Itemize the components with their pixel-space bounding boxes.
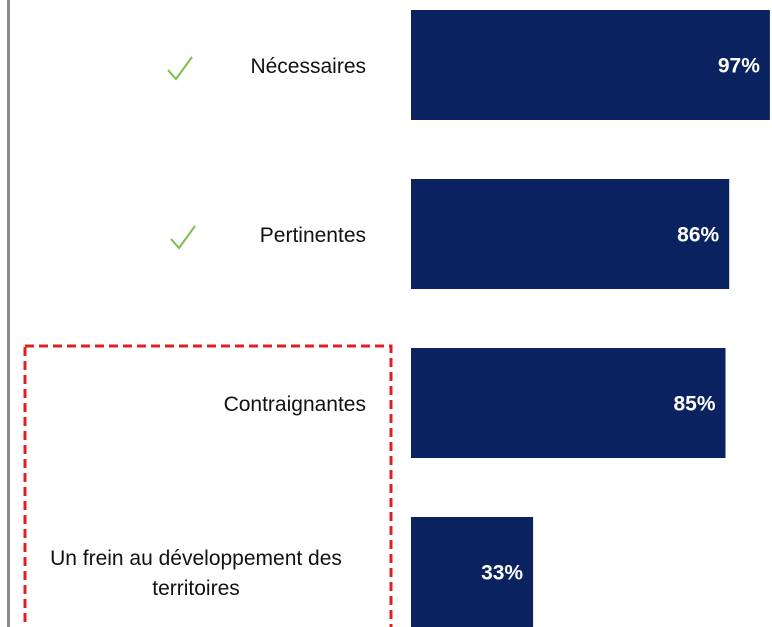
highlight-box xyxy=(23,344,393,627)
category-label: Nécessaires xyxy=(250,55,366,78)
check-icon xyxy=(170,225,196,250)
value-label: 97% xyxy=(718,55,760,78)
category-label: Contraignantes xyxy=(223,393,366,416)
value-label: 33% xyxy=(481,562,523,585)
check-icon xyxy=(167,56,193,81)
bar xyxy=(411,517,534,627)
value-label: 86% xyxy=(677,224,719,247)
value-label: 85% xyxy=(673,393,715,416)
bar xyxy=(411,10,770,120)
bar xyxy=(411,348,726,458)
category-label: Un frein au développement des territoire… xyxy=(50,547,342,600)
category-label: Pertinentes xyxy=(259,224,366,247)
bar xyxy=(411,179,730,289)
left-rule xyxy=(7,0,10,627)
